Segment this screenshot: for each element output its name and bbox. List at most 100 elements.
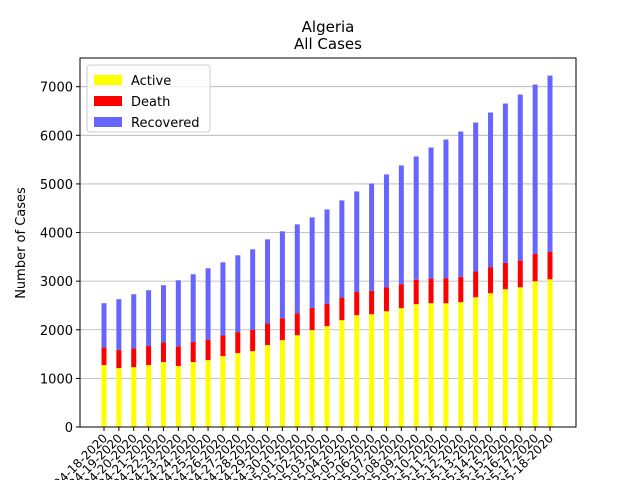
bar-segment bbox=[398, 165, 404, 285]
bar-segment bbox=[428, 147, 434, 279]
bar-segment bbox=[369, 183, 375, 291]
bar-segment bbox=[443, 303, 449, 427]
bar-segment bbox=[398, 284, 404, 309]
legend-label: Recovered bbox=[131, 116, 200, 131]
bar-segment bbox=[502, 103, 508, 263]
bar-segment bbox=[146, 346, 152, 366]
y-axis-label: Number of Cases bbox=[14, 187, 29, 299]
bar-segment bbox=[220, 356, 226, 427]
bar-segment bbox=[473, 271, 479, 298]
bar-segment bbox=[324, 303, 330, 327]
bar-segment bbox=[235, 353, 241, 427]
bar-segment bbox=[547, 75, 553, 252]
bar-segment bbox=[265, 239, 271, 324]
y-tick-label: 3000 bbox=[40, 275, 73, 290]
bar-segment bbox=[294, 335, 300, 427]
bar-segment bbox=[324, 326, 330, 427]
bar-segment bbox=[324, 209, 330, 304]
bar-segment bbox=[131, 367, 137, 427]
bar-segment bbox=[369, 314, 375, 427]
bar-segment bbox=[220, 335, 226, 357]
legend-swatch bbox=[94, 117, 122, 127]
bar-segment bbox=[101, 303, 107, 348]
bar-segment bbox=[458, 131, 464, 277]
legend-swatch bbox=[94, 96, 122, 106]
bar-segment bbox=[175, 280, 181, 347]
bar-segment bbox=[131, 348, 137, 368]
bar-segment bbox=[235, 255, 241, 333]
chart-subtitle: All Cases bbox=[294, 35, 362, 53]
bar-segment bbox=[488, 112, 494, 268]
bar-segment bbox=[146, 365, 152, 427]
bar-segment bbox=[369, 290, 375, 315]
bar-segment bbox=[146, 290, 152, 347]
bar-segment bbox=[309, 307, 315, 331]
bar-segment bbox=[354, 191, 360, 293]
y-tick-label: 6000 bbox=[40, 129, 73, 144]
bar-segment bbox=[354, 315, 360, 427]
bar-segment bbox=[190, 341, 196, 363]
bar-segment bbox=[116, 349, 122, 369]
y-tick-label: 0 bbox=[65, 421, 73, 436]
bar-segment bbox=[413, 304, 419, 427]
bar-segment bbox=[547, 251, 553, 280]
bar-segment bbox=[175, 366, 181, 427]
bar-segment bbox=[383, 311, 389, 427]
bar-segment bbox=[443, 139, 449, 279]
bar-segment bbox=[235, 332, 241, 354]
bar-segment bbox=[250, 329, 256, 352]
bar-segment bbox=[383, 287, 389, 312]
legend-label: Death bbox=[131, 95, 170, 110]
bar-segment bbox=[160, 342, 166, 363]
bar-segment bbox=[131, 294, 137, 349]
bar-segment bbox=[265, 345, 271, 427]
bar-segment bbox=[116, 299, 122, 350]
bar-segment bbox=[101, 347, 107, 366]
bar-segment bbox=[517, 260, 523, 288]
bar-segment bbox=[205, 339, 211, 361]
bar-segment bbox=[488, 267, 494, 294]
chart-title: Algeria bbox=[302, 18, 355, 36]
bar-segment bbox=[547, 279, 553, 427]
bar-segment bbox=[250, 249, 256, 330]
bar-segment bbox=[532, 253, 538, 282]
bar-segment bbox=[488, 293, 494, 427]
bar-segment bbox=[309, 217, 315, 308]
bar-segment bbox=[413, 279, 419, 305]
bar-segment bbox=[220, 262, 226, 336]
bar-segment bbox=[190, 362, 196, 427]
bar-segment bbox=[532, 281, 538, 427]
bar-segment bbox=[458, 302, 464, 427]
bar-segment bbox=[265, 323, 271, 346]
bar-segment bbox=[517, 94, 523, 261]
bar-segment bbox=[413, 156, 419, 280]
bar-segment bbox=[443, 278, 449, 304]
plot-frame bbox=[79, 57, 577, 428]
bar-segment bbox=[339, 297, 345, 321]
bar-segment bbox=[532, 84, 538, 254]
bar-segment bbox=[279, 340, 285, 427]
bar-segment bbox=[279, 318, 285, 341]
bar-segment bbox=[428, 303, 434, 427]
bar-segment bbox=[517, 287, 523, 427]
y-tick-label: 2000 bbox=[40, 324, 73, 339]
bar-segment bbox=[250, 351, 256, 427]
legend-swatch bbox=[94, 75, 122, 85]
bar-segment bbox=[294, 224, 300, 314]
bar-segment bbox=[428, 278, 434, 304]
bar-segment bbox=[160, 285, 166, 343]
bar-segment bbox=[473, 122, 479, 272]
bar-segment bbox=[101, 365, 107, 427]
bar-segment bbox=[502, 262, 508, 290]
bar-segment bbox=[309, 330, 315, 427]
bar-segment bbox=[339, 200, 345, 298]
bar-segment bbox=[339, 320, 345, 427]
y-tick-label: 5000 bbox=[40, 178, 73, 193]
bar-segment bbox=[383, 174, 389, 288]
bar-segment bbox=[502, 289, 508, 427]
bar-segment bbox=[473, 297, 479, 427]
bar-segment bbox=[205, 268, 211, 340]
bar-segment bbox=[398, 308, 404, 427]
y-tick-label: 1000 bbox=[40, 372, 73, 387]
